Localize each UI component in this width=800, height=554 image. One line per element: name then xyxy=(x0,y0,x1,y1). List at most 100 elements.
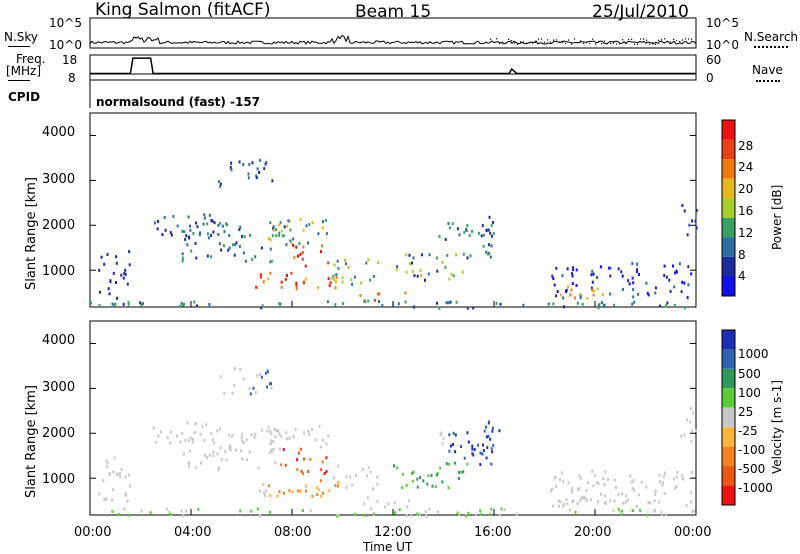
echo-cell xyxy=(231,434,234,437)
echo-cell xyxy=(262,483,265,486)
echo-cell xyxy=(322,220,324,224)
echo-cell xyxy=(181,431,184,435)
echo-cell xyxy=(142,302,144,306)
echo-cell xyxy=(219,446,222,450)
echo-cell xyxy=(275,234,278,238)
echo-cell xyxy=(289,239,292,243)
echo-cell xyxy=(253,435,256,439)
echo-cell xyxy=(467,511,470,515)
echo-cell xyxy=(488,243,491,247)
echo-cell xyxy=(557,504,560,508)
echo-cell xyxy=(185,509,188,513)
nsearch-dot xyxy=(667,40,669,42)
echo-cell xyxy=(413,305,415,309)
echo-cell xyxy=(551,487,554,491)
echo-cell xyxy=(278,490,281,494)
power-colorbar-segment xyxy=(722,159,735,179)
echo-cell xyxy=(124,492,127,496)
echo-cell xyxy=(441,442,444,445)
freq-unit: [MHz] xyxy=(6,64,42,78)
echo-cell xyxy=(552,302,555,306)
echo-cell xyxy=(565,498,568,502)
echo-cell xyxy=(259,273,262,276)
echo-cell xyxy=(115,473,118,477)
echo-cell xyxy=(115,281,117,284)
echo-cell xyxy=(405,514,408,518)
echo-cell xyxy=(195,256,198,260)
echo-cell xyxy=(194,422,197,426)
nsearch-dot xyxy=(643,38,645,40)
echo-cell xyxy=(490,234,493,238)
station-title: King Salmon (fitACF) xyxy=(95,0,271,20)
echo-cell xyxy=(369,278,372,282)
echo-cell xyxy=(288,489,291,493)
echo-cell xyxy=(182,303,184,307)
echo-cell xyxy=(635,270,638,273)
nsearch-dot xyxy=(505,42,507,44)
echo-cell xyxy=(448,462,451,466)
echo-cell xyxy=(466,431,469,435)
echo-cell xyxy=(658,304,661,308)
echo-cell xyxy=(686,418,688,422)
power-ytick-3000: 3000 xyxy=(42,172,76,187)
echo-cell xyxy=(242,441,245,445)
echo-cell xyxy=(219,375,222,379)
echo-cell xyxy=(301,251,304,255)
power-colorbar-segment xyxy=(722,256,735,277)
echo-cell xyxy=(442,436,445,440)
echo-cell xyxy=(260,428,263,432)
echo-cell xyxy=(241,235,244,238)
echo-cell xyxy=(405,483,408,487)
echo-cell xyxy=(585,499,588,502)
echo-cell xyxy=(163,216,166,219)
echo-cell xyxy=(597,306,600,310)
echo-cell xyxy=(458,470,461,474)
echo-cell xyxy=(427,474,430,478)
echo-cell xyxy=(663,264,666,268)
echo-cell xyxy=(206,222,209,226)
echo-cell xyxy=(625,494,627,498)
echo-cell xyxy=(250,433,253,437)
echo-cell xyxy=(107,287,110,291)
echo-cell xyxy=(279,434,282,438)
nsearch-dot xyxy=(508,38,510,40)
echo-cell xyxy=(189,224,191,228)
echo-cell xyxy=(613,478,616,482)
echo-cell xyxy=(562,296,565,300)
echo-cell xyxy=(189,449,192,453)
echo-cell xyxy=(254,390,257,394)
echo-cell xyxy=(302,228,305,232)
nave-legend-line xyxy=(756,80,780,82)
echo-cell xyxy=(182,513,185,517)
echo-cell xyxy=(492,232,495,236)
nsearch-dot xyxy=(523,41,525,43)
freq-label: Freq. xyxy=(16,52,46,66)
echo-cell xyxy=(570,288,573,292)
echo-cell xyxy=(377,292,380,296)
nsky-label: N.Sky xyxy=(4,30,39,44)
echo-cell xyxy=(451,222,454,226)
echo-cell xyxy=(419,476,421,479)
echo-cell xyxy=(113,303,116,307)
echo-cell xyxy=(571,486,574,490)
echo-cell xyxy=(216,429,219,433)
echo-cell xyxy=(259,514,262,518)
noise-tick-left-low: 10^0 xyxy=(49,38,82,52)
echo-cell xyxy=(335,280,337,284)
echo-cell xyxy=(247,176,250,180)
echo-cell xyxy=(90,301,92,305)
echo-cell xyxy=(198,233,201,237)
echo-cell xyxy=(466,462,469,466)
echo-cell xyxy=(181,252,184,256)
echo-cell xyxy=(662,474,665,478)
power-colorbar-segment xyxy=(722,178,735,199)
echo-cell xyxy=(188,464,191,468)
echo-cell xyxy=(114,302,117,306)
echo-cell xyxy=(217,233,220,236)
echo-cell xyxy=(578,474,581,478)
echo-cell xyxy=(278,233,281,237)
echo-cell xyxy=(575,268,578,272)
echo-cell xyxy=(569,508,572,512)
noise-tick-right-low: 10^0 xyxy=(706,38,739,52)
